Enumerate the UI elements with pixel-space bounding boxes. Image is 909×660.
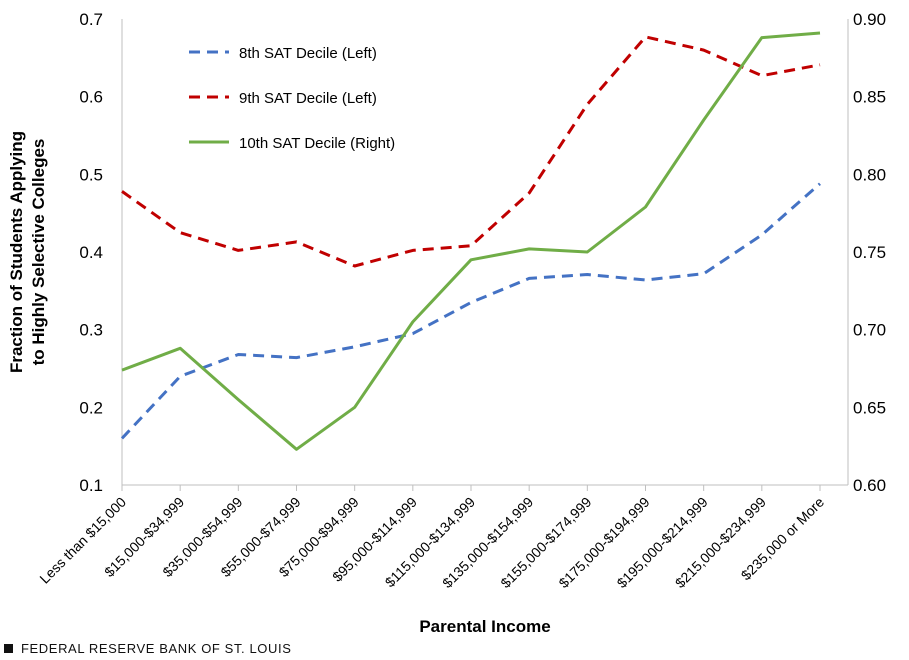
- x-axis-ticks: Less than $15,000$15,000-$34,999$35,000-…: [36, 485, 827, 591]
- series-layer: [120, 31, 821, 451]
- legend-label-1: 8th SAT Decile (Left): [239, 45, 377, 62]
- left-tick-label: 0.4: [79, 243, 103, 262]
- footer-square-icon: [4, 644, 13, 653]
- plot-frame: [121, 19, 849, 486]
- right-tick-label: 0.70: [853, 321, 886, 340]
- y-axis-label-line1: Fraction of Students Applying: [7, 131, 26, 373]
- left-tick-label: 0.2: [79, 398, 103, 417]
- footer: FEDERAL RESERVE BANK OF ST. LOUIS: [4, 641, 291, 656]
- right-tick-label: 0.75: [853, 243, 886, 262]
- left-tick-label: 0.3: [79, 321, 103, 340]
- y-axis-label-line2: to Highly Selective Colleges: [29, 139, 48, 366]
- right-axis-ticks: 0.60 0.65 0.70 0.75 0.80 0.85 0.90: [853, 10, 886, 495]
- left-tick-label: 0.7: [79, 10, 103, 29]
- series-line-3: [121, 31, 821, 451]
- right-tick-label: 0.85: [853, 88, 886, 107]
- right-tick-label: 0.90: [853, 10, 886, 29]
- footer-text: FEDERAL RESERVE BANK OF ST. LOUIS: [21, 641, 292, 656]
- right-tick-label: 0.60: [853, 476, 886, 495]
- x-axis-label: Parental Income: [419, 617, 550, 636]
- left-tick-label: 0.6: [79, 88, 103, 107]
- left-tick-label: 0.1: [79, 476, 103, 495]
- legend: 8th SAT Decile (Left) 9th SAT Decile (Lef…: [189, 45, 395, 152]
- right-tick-label: 0.80: [853, 165, 886, 184]
- legend-label-2: 9th SAT Decile (Left): [239, 90, 377, 107]
- left-tick-label: 0.5: [79, 165, 103, 184]
- series-line-1: [120, 182, 821, 440]
- legend-label-3: 10th SAT Decile (Right): [239, 135, 395, 152]
- left-axis-ticks: 0.1 0.2 0.3 0.4 0.5 0.6 0.7: [79, 10, 103, 495]
- series-line-2: [121, 35, 821, 268]
- right-tick-label: 0.65: [853, 398, 886, 417]
